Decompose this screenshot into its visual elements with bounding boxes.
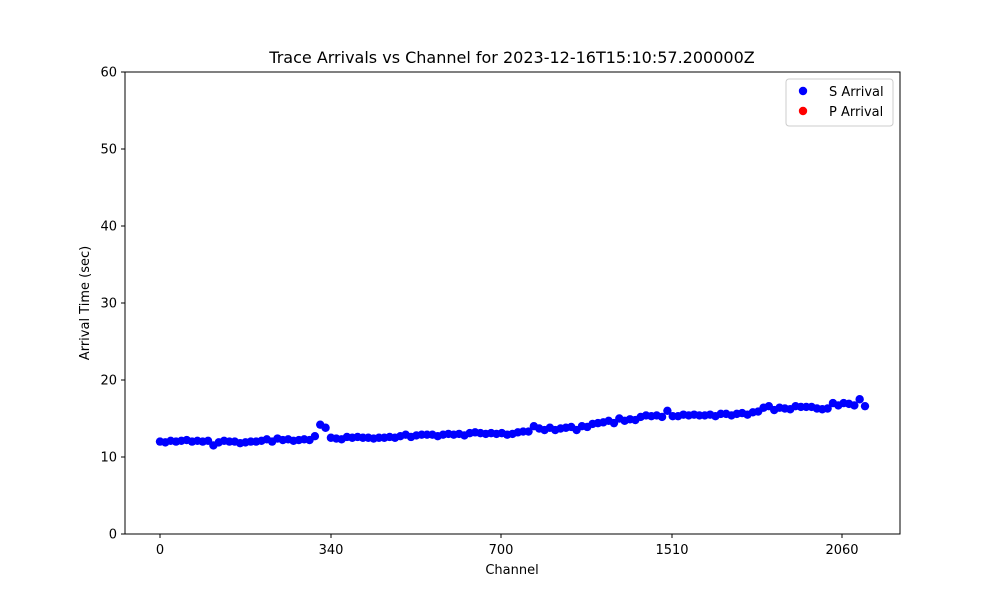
s-arrival-point: [657, 412, 667, 422]
x-axis-label: Channel: [485, 563, 538, 578]
x-tick-label: 340: [319, 543, 344, 558]
legend-marker-s-arrival: [798, 86, 808, 96]
data-points: [155, 395, 870, 450]
y-tick-label: 40: [100, 220, 117, 235]
legend: S Arrival P Arrival: [785, 78, 894, 127]
s-arrival-point: [524, 427, 533, 436]
s-arrival-point: [310, 432, 320, 441]
s-arrival-point: [663, 406, 672, 415]
y-axis-label: Arrival Time (sec): [78, 246, 93, 360]
s-arrival-point: [860, 401, 870, 411]
legend-label-s-arrival: S Arrival: [829, 85, 884, 100]
y-axis-ticks: 0 10 20 30 40 50 60: [100, 66, 125, 543]
y-tick-label: 0: [109, 528, 117, 543]
chart-title: Trace Arrivals vs Channel for 2023-12-16…: [268, 48, 754, 67]
plot-area-frame: [124, 71, 901, 535]
y-tick-label: 50: [100, 143, 117, 158]
legend-label-p-arrival: P Arrival: [829, 105, 883, 120]
x-tick-label: 1510: [655, 543, 688, 558]
legend-marker-p-arrival: [798, 106, 808, 116]
x-tick-label: 2060: [825, 543, 858, 558]
y-tick-label: 30: [100, 297, 117, 312]
s-arrival-point: [850, 401, 859, 410]
s-arrival-point: [823, 404, 832, 413]
y-tick-label: 20: [100, 374, 117, 389]
y-tick-label: 60: [100, 66, 117, 81]
x-tick-label: 0: [156, 543, 164, 558]
x-tick-label: 700: [489, 543, 514, 558]
x-axis-ticks: 0 340 700 1510 2060: [156, 534, 859, 558]
s-arrival-point: [321, 423, 330, 432]
y-tick-label: 10: [100, 451, 117, 466]
s-arrival-point: [855, 395, 864, 404]
legend-box: [785, 78, 894, 127]
